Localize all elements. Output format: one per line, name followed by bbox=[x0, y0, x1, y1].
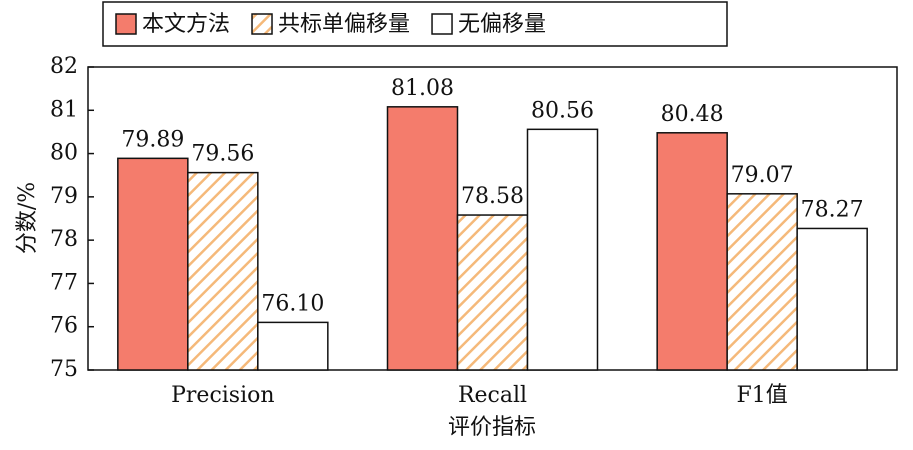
value-label: 76.10 bbox=[261, 291, 324, 316]
bar bbox=[187, 171, 259, 371]
y-tick-label: 81 bbox=[50, 97, 78, 122]
value-label: 78.58 bbox=[461, 184, 524, 209]
value-label: 79.89 bbox=[121, 127, 184, 152]
y-tick-label: 80 bbox=[50, 141, 78, 166]
value-label: 79.56 bbox=[191, 142, 254, 167]
x-tick-label: Recall bbox=[458, 383, 527, 408]
value-label: 79.07 bbox=[731, 163, 794, 188]
value-label: 78.27 bbox=[801, 197, 864, 222]
legend-label: 无偏移量 bbox=[458, 12, 546, 37]
legend-box bbox=[102, 1, 728, 47]
y-tick-label: 76 bbox=[50, 314, 78, 339]
bar bbox=[117, 157, 189, 371]
y-tick-label: 78 bbox=[50, 227, 78, 252]
x-axis-label: 评价指标 bbox=[448, 415, 536, 440]
x-tick-label: Precision bbox=[171, 383, 274, 408]
y-tick-label: 79 bbox=[50, 184, 78, 209]
x-tick-label: F1值 bbox=[737, 383, 788, 408]
y-tick-label: 82 bbox=[50, 54, 78, 79]
value-label: 81.08 bbox=[391, 76, 454, 101]
bar bbox=[656, 132, 728, 371]
bar bbox=[726, 193, 798, 371]
bar bbox=[386, 106, 459, 371]
y-tick-label: 75 bbox=[50, 357, 78, 382]
value-label: 80.56 bbox=[531, 98, 594, 123]
y-tick-label: 77 bbox=[50, 270, 78, 295]
legend-swatch bbox=[115, 13, 137, 35]
value-label: 80.48 bbox=[661, 102, 724, 127]
legend-swatch bbox=[251, 13, 273, 35]
bar bbox=[796, 227, 868, 371]
bar bbox=[257, 321, 329, 371]
legend-label: 本文方法 bbox=[142, 12, 230, 37]
y-axis-label: 分数/% bbox=[15, 182, 40, 254]
legend-label: 共标单偏移量 bbox=[278, 12, 410, 37]
legend-swatch bbox=[431, 13, 453, 35]
bar bbox=[456, 214, 529, 371]
bar bbox=[526, 128, 599, 371]
